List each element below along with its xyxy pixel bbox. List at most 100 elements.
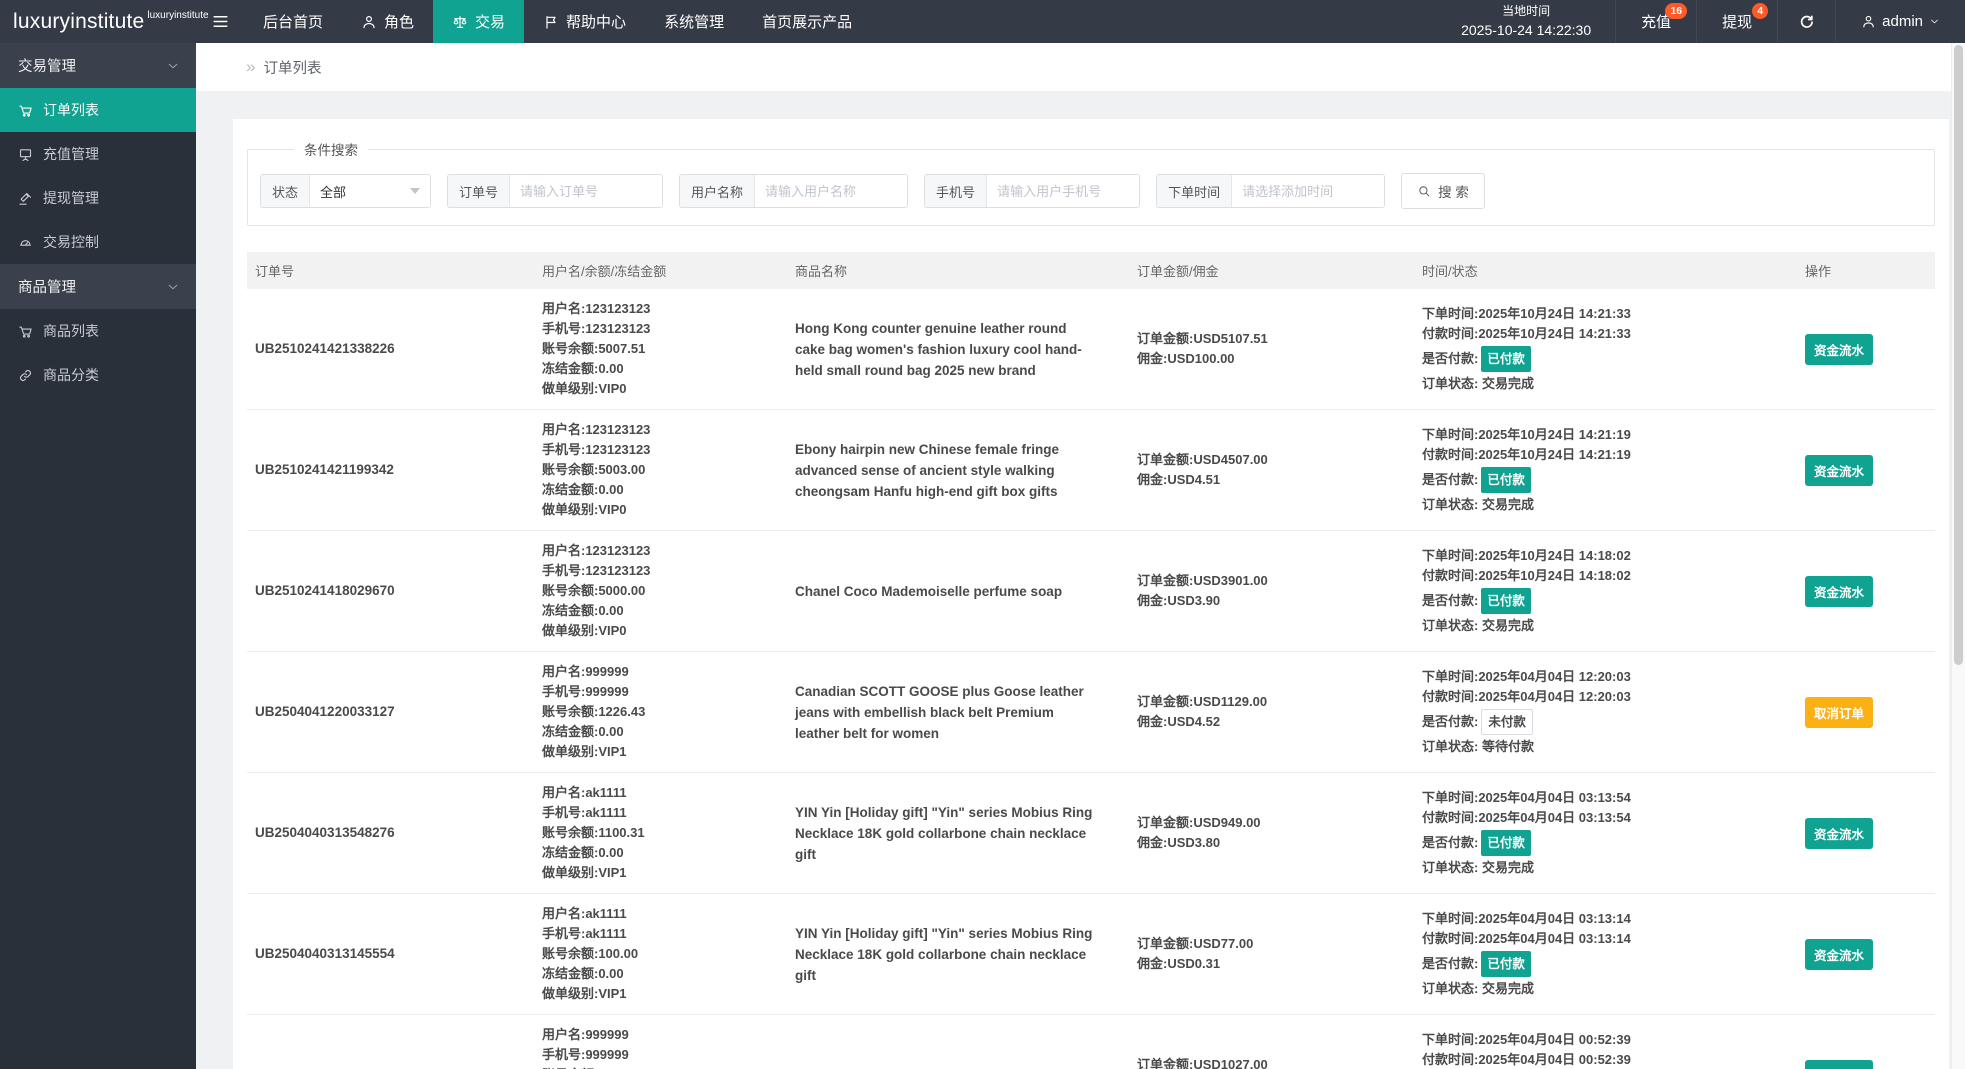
- order-status: 订单状态: 交易完成: [1422, 618, 1534, 633]
- order-status: 订单状态: 交易完成: [1422, 860, 1534, 875]
- paid-status-badge: 已付款: [1481, 467, 1531, 493]
- order-time-input[interactable]: [1232, 175, 1385, 207]
- breadcrumb-label[interactable]: 订单列表: [263, 60, 322, 77]
- withdraw-button[interactable]: 提现 4: [1696, 0, 1777, 43]
- nav-item-label: 后台首页: [263, 14, 324, 31]
- nav-item-help-center[interactable]: 帮助中心: [524, 0, 645, 43]
- sidebar-item-label: 提现管理: [43, 190, 99, 206]
- status-filter: 状态 全部: [260, 174, 432, 208]
- refresh-icon: [1798, 13, 1815, 30]
- paid-status-line: 是否付款: 已付款: [1422, 467, 1789, 493]
- paid-status-line: 是否付款: 未付款: [1422, 709, 1789, 735]
- user-level: 做单级别:VIP0: [542, 502, 627, 517]
- fund-flow-button[interactable]: 资金流水: [1805, 333, 1874, 365]
- person-icon: [361, 14, 377, 30]
- sidebar-item-label: 充值管理: [43, 146, 99, 162]
- scrollbar-thumb[interactable]: [1954, 45, 1963, 665]
- user-balance: 账号余额:5000.00: [542, 583, 646, 598]
- nav-item-trade[interactable]: 交易: [433, 0, 525, 43]
- action-cell: 资金流水: [1797, 1014, 1935, 1069]
- cancel-order-button[interactable]: 取消订单: [1805, 696, 1874, 728]
- recharge-label: 充值: [1641, 14, 1672, 31]
- order-no-cell: UB2504040052391461: [247, 1014, 534, 1069]
- amount-cell: 订单金额:USD4507.00 佣金:USD4.51: [1129, 409, 1414, 531]
- user-frozen-amount: 冻结金额:0.00: [542, 966, 624, 981]
- refresh-button[interactable]: [1777, 0, 1835, 43]
- paid-status-badge: 未付款: [1481, 709, 1533, 735]
- fund-flow-button[interactable]: 资金流水: [1805, 817, 1874, 849]
- time-status-cell: 下单时间:2025年04月04日 03:13:54 付款时间:2025年04月04…: [1414, 772, 1797, 894]
- action-cell: 资金流水: [1797, 409, 1935, 531]
- nav-item-label: 帮助中心: [566, 14, 627, 31]
- user-phone: 手机号:ak1111: [542, 805, 627, 820]
- admin-menu[interactable]: admin: [1835, 0, 1965, 43]
- order-commission: 佣金:USD0.31: [1137, 956, 1221, 971]
- order-no-input[interactable]: [510, 175, 663, 207]
- cart-icon: [18, 103, 33, 118]
- sidebar-group-product-management[interactable]: 商品管理: [0, 264, 196, 309]
- breadcrumb-arrow-icon: »: [246, 57, 256, 76]
- column-header: 订单号: [247, 252, 534, 289]
- order-commission: 佣金:USD3.90: [1137, 593, 1221, 608]
- amount-cell: 订单金额:USD5107.51 佣金:USD100.00: [1129, 289, 1414, 410]
- nav-item-label: 交易: [475, 14, 506, 31]
- user-name: 用户名:123123123: [542, 543, 651, 558]
- phone-input[interactable]: [987, 175, 1140, 207]
- amount-cell: 订单金额:USD1129.00 佣金:USD4.52: [1129, 651, 1414, 773]
- nav-item-roles[interactable]: 角色: [342, 0, 433, 43]
- pay-time: 付款时间:2025年04月04日 00:52:39: [1422, 1052, 1631, 1067]
- recharge-button[interactable]: 充值 16: [1615, 0, 1696, 43]
- paid-label: 是否付款:: [1422, 714, 1479, 729]
- order-no-cell: UB2510241421199342: [247, 409, 534, 531]
- sidebar-group-trade-management[interactable]: 交易管理: [0, 43, 196, 88]
- username-input[interactable]: [755, 175, 908, 207]
- sidebar-item-trade-control[interactable]: 交易控制: [0, 220, 196, 264]
- user-balance: 账号余额:5003.00: [542, 462, 646, 477]
- order-no-cell: UB2510241421338226: [247, 289, 534, 410]
- user-balance: 账号余额:100.00: [542, 946, 639, 961]
- chevron-down-icon: [166, 59, 180, 73]
- vertical-scrollbar[interactable]: [1951, 43, 1965, 1069]
- user-level: 做单级别:VIP1: [542, 865, 627, 880]
- fund-flow-button[interactable]: 资金流水: [1805, 938, 1874, 970]
- search-button[interactable]: 搜 索: [1401, 173, 1485, 209]
- sidebar: 交易管理订单列表充值管理提现管理交易控制 商品管理 商品列表 商品分类: [0, 43, 196, 1069]
- order-status: 订单状态: 交易完成: [1422, 981, 1534, 996]
- sidebar-toggle-button[interactable]: [196, 0, 244, 43]
- time-status-cell: 下单时间:2025年04月04日 03:13:14 付款时间:2025年04月04…: [1414, 893, 1797, 1015]
- fund-flow-button[interactable]: 资金流水: [1805, 454, 1874, 486]
- recharge-badge: 16: [1665, 3, 1688, 19]
- orders-table: 订单号 用户名/余额/冻结金额 商品名称 订单金额/佣金 时间/状态 操作 UB25102…: [247, 252, 1935, 1069]
- sidebar-item-product-category[interactable]: 商品分类: [0, 353, 196, 397]
- app-logo[interactable]: luxuryinstitute luxuryinstitute: [0, 0, 209, 43]
- nav-item-homepage-products[interactable]: 首页展示产品: [743, 0, 871, 43]
- order-list-card: 条件搜索 状态 全部 订单号 用户名称: [233, 119, 1949, 1069]
- sidebar-item-withdraw-management[interactable]: 提现管理: [0, 176, 196, 220]
- paid-label: 是否付款:: [1422, 351, 1479, 366]
- sidebar-group-label: 交易管理: [18, 59, 76, 75]
- action-cell: 资金流水: [1797, 893, 1935, 1015]
- cart-icon: [18, 324, 33, 339]
- table-row: UB2504040313145554 用户名:ak1111 手机号:ak1111 账号…: [247, 893, 1935, 1015]
- order-time-filter: 下单时间: [1156, 174, 1386, 208]
- order-commission: 佣金:USD4.51: [1137, 472, 1221, 487]
- nav-item-system[interactable]: 系统管理: [645, 0, 743, 43]
- order-amount: 订单金额:USD77.00: [1137, 936, 1254, 951]
- fund-flow-button[interactable]: 资金流水: [1805, 575, 1874, 607]
- column-header: 时间/状态: [1414, 252, 1797, 289]
- paid-status-badge: 已付款: [1481, 588, 1531, 614]
- user-name: 用户名:ak1111: [542, 906, 627, 921]
- paid-status-line: 是否付款: 已付款: [1422, 346, 1789, 372]
- time-status-cell: 下单时间:2025年10月24日 14:18:02 付款时间:2025年10月24…: [1414, 530, 1797, 652]
- sidebar-item-order-list[interactable]: 订单列表: [0, 88, 196, 132]
- sidebar-item-product-list[interactable]: 商品列表: [0, 309, 196, 353]
- status-select[interactable]: 全部: [310, 175, 431, 207]
- nav-item-home[interactable]: 后台首页: [244, 0, 342, 43]
- breadcrumb: » 订单列表: [196, 43, 1965, 91]
- table-row: UB2510241421338226 用户名:123123123 手机号:12312…: [247, 289, 1935, 410]
- fund-flow-button[interactable]: 资金流水: [1805, 1059, 1874, 1069]
- sidebar-item-recharge-management[interactable]: 充值管理: [0, 132, 196, 176]
- product-name-cell: YIN Yin [Holiday gift] "Yin" series Mobi…: [787, 772, 1129, 894]
- product-name-cell: Canadian SCOTT GOOSE plus Goose leather …: [787, 651, 1129, 773]
